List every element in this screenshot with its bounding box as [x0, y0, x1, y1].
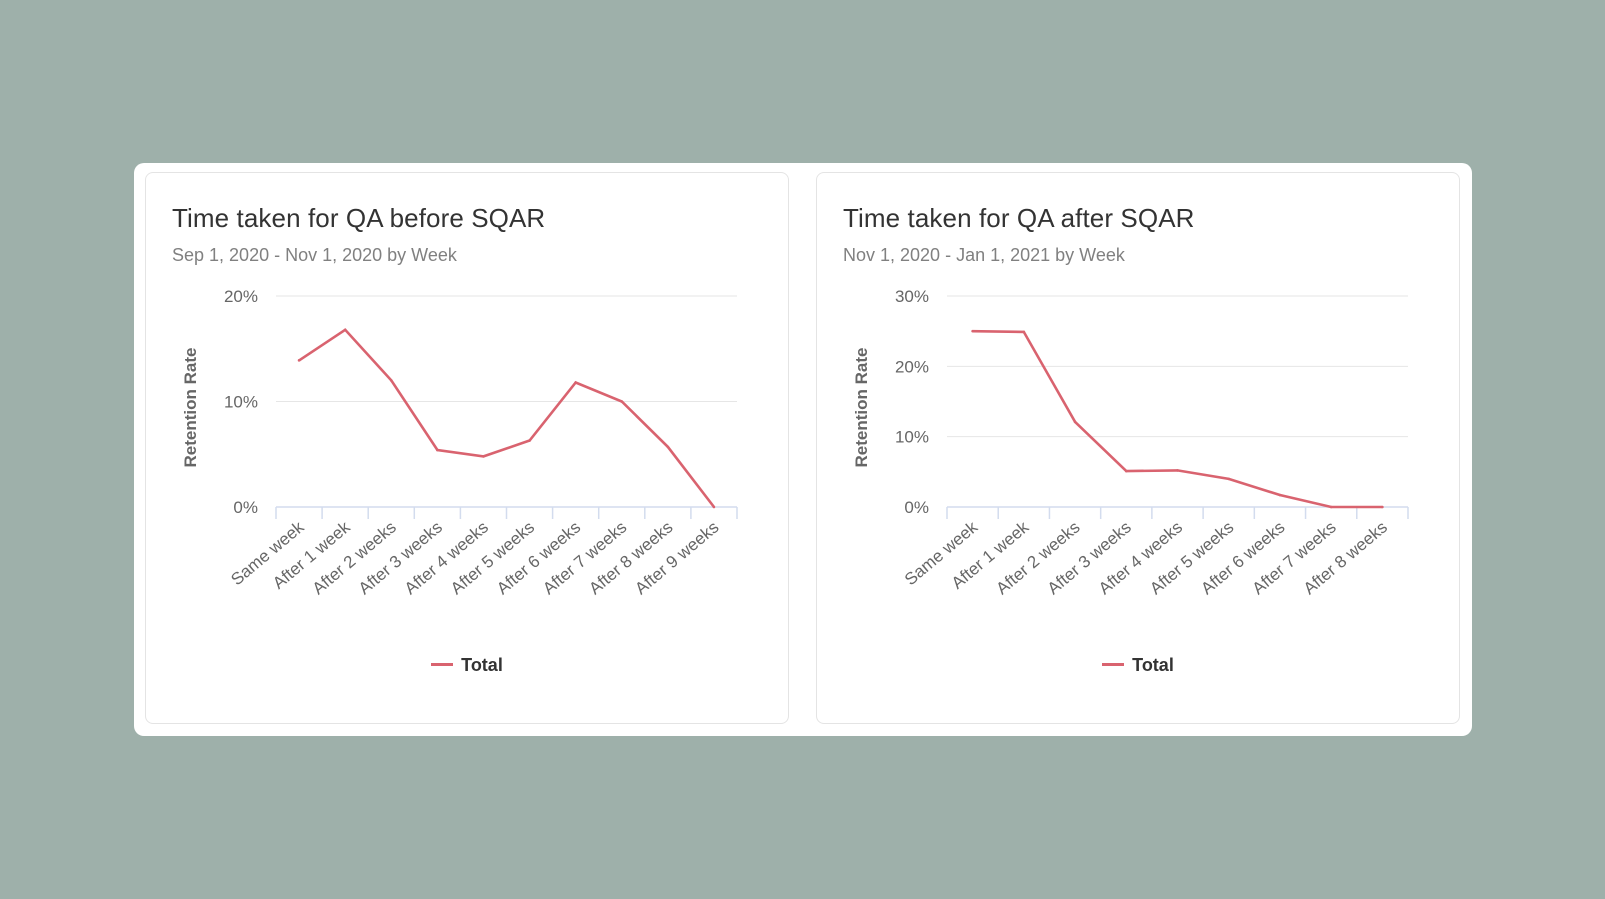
y-tick-label: 0%	[904, 498, 929, 517]
data-point[interactable]	[971, 329, 974, 333]
legend-label: Total	[461, 655, 503, 675]
legend-swatch	[431, 662, 454, 666]
data-point[interactable]	[1073, 420, 1077, 424]
data-point[interactable]	[1381, 505, 1384, 509]
chart-card-after: Time taken for QA after SQAR Nov 1, 2020…	[816, 172, 1460, 724]
chart-title: Time taken for QA before SQAR	[172, 203, 546, 233]
series-line-total[interactable]	[972, 329, 1383, 509]
chart-subtitle: Nov 1, 2020 - Jan 1, 2021 by Week	[843, 245, 1125, 265]
data-point[interactable]	[1278, 493, 1282, 497]
y-tick-label: 20%	[224, 287, 258, 306]
data-point[interactable]	[620, 400, 624, 403]
data-point[interactable]	[528, 439, 531, 442]
data-point[interactable]	[1022, 330, 1026, 334]
data-point[interactable]	[712, 505, 716, 509]
legend[interactable]: Total	[817, 655, 1459, 676]
data-point[interactable]	[436, 448, 439, 452]
data-point[interactable]	[343, 328, 347, 332]
data-point[interactable]	[1176, 469, 1179, 472]
y-tick-label: 30%	[895, 287, 929, 306]
y-tick-label: 10%	[895, 428, 929, 447]
y-tick-label: 20%	[895, 357, 929, 376]
data-point[interactable]	[1329, 505, 1333, 509]
data-point[interactable]	[574, 381, 577, 384]
data-point[interactable]	[482, 455, 485, 458]
chart-title: Time taken for QA after SQAR	[843, 203, 1195, 233]
legend-label: Total	[1132, 655, 1174, 675]
data-point[interactable]	[666, 445, 670, 449]
y-tick-label: 10%	[224, 393, 258, 412]
series-line-total[interactable]	[298, 328, 716, 508]
chart-subtitle: Sep 1, 2020 - Nov 1, 2020 by Week	[172, 245, 457, 265]
chart-card-before: Time taken for QA before SQAR Sep 1, 202…	[145, 172, 789, 724]
y-axis-label: Retention Rate	[181, 348, 200, 468]
dashboard-panel: Time taken for QA before SQAR Sep 1, 202…	[134, 163, 1472, 736]
legend[interactable]: Total	[146, 655, 788, 676]
data-point[interactable]	[389, 379, 393, 382]
y-axis-label: Retention Rate	[852, 348, 871, 468]
data-point[interactable]	[297, 359, 301, 362]
data-point[interactable]	[1124, 469, 1128, 473]
data-point[interactable]	[1227, 477, 1231, 481]
y-tick-label: 0%	[233, 498, 258, 517]
legend-swatch	[1102, 662, 1125, 666]
